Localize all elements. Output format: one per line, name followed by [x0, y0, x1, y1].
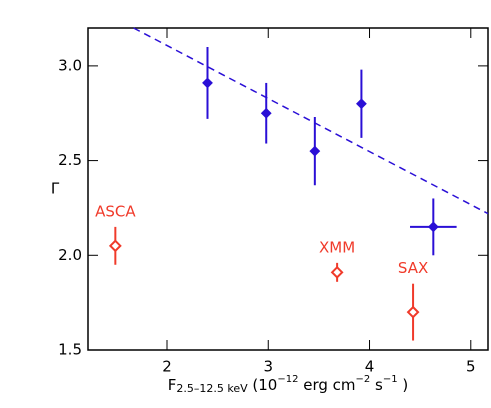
- data-point: [202, 77, 213, 89]
- point-label: ASCA: [95, 202, 136, 220]
- x-tick-label: 2: [162, 358, 172, 376]
- data-point: [427, 221, 439, 233]
- data-point: [406, 305, 420, 319]
- point-label: SAX: [398, 259, 428, 277]
- data-point: [108, 239, 122, 253]
- data-point: [356, 98, 367, 110]
- data-point: [260, 107, 272, 119]
- y-tick-label: 2.5: [58, 151, 82, 169]
- y-axis-label: Γ: [51, 180, 60, 198]
- y-tick-label: 2.0: [58, 246, 82, 264]
- plot-frame: [87, 27, 489, 351]
- y-tick-label: 3.0: [58, 56, 82, 74]
- fit-line: [133, 27, 489, 215]
- x-axis-label: F2.5–12.5 keV (10−12 erg cm−2 s−1 ): [168, 374, 409, 395]
- x-tick-label: 4: [365, 358, 375, 376]
- data-point: [309, 145, 321, 157]
- y-tick-label: 1.5: [58, 341, 82, 359]
- point-label: XMM: [319, 238, 355, 256]
- x-tick-label: 5: [466, 358, 476, 376]
- x-tick-label: 3: [263, 358, 273, 376]
- data-point: [330, 265, 344, 279]
